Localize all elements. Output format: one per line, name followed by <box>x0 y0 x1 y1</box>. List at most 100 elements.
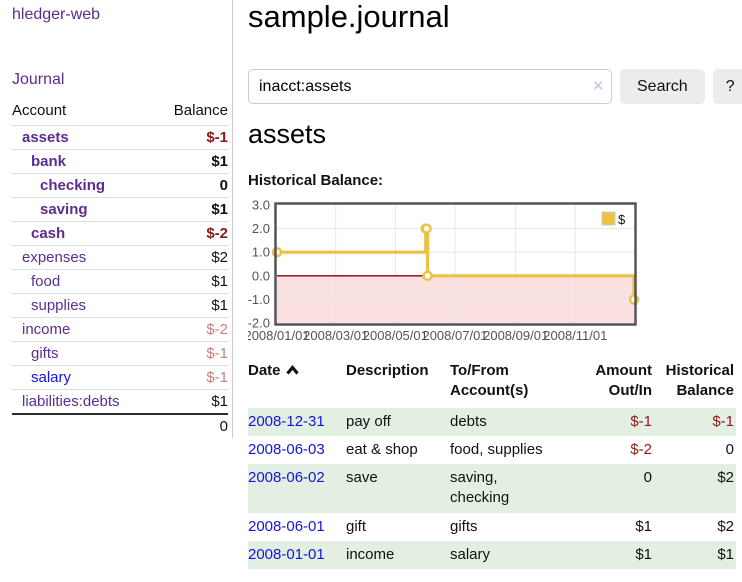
brand-link[interactable]: hledger-web <box>12 6 101 23</box>
data-point <box>628 294 640 305</box>
chart-title: Historical Balance: <box>248 172 384 189</box>
account-balance: $1 <box>211 153 228 170</box>
register-table: Date Description To/From Account(s) Amount Ou… <box>248 358 736 569</box>
account-balance: $1 <box>211 201 228 218</box>
account-row: saving $1 <box>12 197 228 222</box>
transaction-description: gift <box>346 517 367 535</box>
account-link-food[interactable]: food <box>31 273 61 290</box>
sidebar-accounts-table: Account Balance assets $-1 bank $1 checking 0… <box>12 97 228 438</box>
transaction-date-link[interactable]: 2008-06-01 <box>248 517 325 535</box>
accounts-header-row: Account Balance <box>12 97 228 126</box>
search-button[interactable]: Search <box>620 69 705 104</box>
table-row: 2008-06-03 eat & shop food, supplies $-2 0 <box>248 436 736 464</box>
account-balance: $-1 <box>206 369 228 386</box>
register-head: Date Description To/From Account(s) Amount Ou… <box>248 358 736 408</box>
account-row: bank $1 <box>12 149 228 174</box>
transaction-description: save <box>346 469 378 486</box>
table-row: 2008-06-02 save saving, checking 0 $2 <box>248 464 736 513</box>
search-box: × <box>248 69 612 104</box>
x-tick-label: 2008/03/01 <box>303 328 368 343</box>
transaction-date-link[interactable]: 2008-06-03 <box>248 440 325 458</box>
transaction-description: pay off <box>346 412 391 430</box>
search-form: × Search ? <box>248 69 742 104</box>
account-balance: $-2 <box>206 225 228 242</box>
account-link-bank[interactable]: bank <box>31 153 67 170</box>
data-point <box>271 246 283 258</box>
account-balance: 0 <box>219 177 228 194</box>
transaction-date-link[interactable]: 2008-06-02 <box>248 469 325 486</box>
account-balance: $1 <box>211 393 228 410</box>
x-tick-label: 2008/11/01 <box>543 328 607 343</box>
register-header-amount-out-in: Amount Out/In <box>595 362 652 400</box>
account-link-supplies[interactable]: supplies <box>31 297 87 314</box>
search-input[interactable] <box>248 69 612 104</box>
transaction-accounts: debts <box>450 412 487 430</box>
account-balance: $1 <box>211 297 228 314</box>
transaction-accounts: salary <box>450 545 491 563</box>
x-tick-label: 2008/07/01 <box>422 328 487 343</box>
transaction-balance: $-1 <box>712 412 734 430</box>
y-tick-label: 0.0 <box>252 268 270 283</box>
y-tick-label: -2.0 <box>248 316 270 331</box>
table-row: 2008-01-01 income salary $1 $1 <box>248 540 736 569</box>
main-content: sample.journal × Search ? assets Histori… <box>248 0 742 582</box>
transaction-balance: 0 <box>725 440 734 458</box>
account-row: expenses $2 <box>12 245 228 270</box>
account-row: food $1 <box>12 269 228 294</box>
register-header-date[interactable]: Date <box>248 358 346 408</box>
transaction-balance: $2 <box>717 517 734 535</box>
transaction-accounts: food, supplies <box>450 440 543 458</box>
account-link-income[interactable]: income <box>22 321 71 338</box>
clear-search-icon[interactable]: × <box>593 76 603 95</box>
transaction-accounts: gifts <box>450 517 478 535</box>
account-link-salary[interactable]: salary <box>31 369 72 386</box>
chart-border <box>274 202 637 326</box>
y-tick-label: 1.0 <box>252 245 270 260</box>
account-row: assets $-1 <box>12 125 228 150</box>
y-tick-label: 2.0 <box>252 221 270 236</box>
transaction-date-link[interactable]: 2008-01-01 <box>248 545 325 563</box>
transaction-amount: $-1 <box>630 412 652 430</box>
x-tick-label: 2008/09/01 <box>483 328 548 343</box>
account-row: liabilities:debts $1 <box>12 389 228 415</box>
register-header-historical-balance: Historical Balance <box>665 362 734 400</box>
account-link-checking[interactable]: checking <box>40 177 106 194</box>
transaction-amount: 0 <box>643 469 652 486</box>
transaction-accounts: saving, checking <box>450 469 510 507</box>
account-link-gifts[interactable]: gifts <box>31 345 59 362</box>
account-link-liabilities-debts[interactable]: liabilities:debts <box>22 393 120 410</box>
accounts-total-row: 0 <box>12 414 228 438</box>
transaction-description: income <box>346 545 395 563</box>
sort-ascending-icon <box>285 365 299 375</box>
account-link-expenses[interactable]: expenses <box>22 249 87 266</box>
x-tick-label: 2008/01/01 <box>248 328 310 343</box>
register-header-row: Date Description To/From Account(s) Amount Ou… <box>248 358 736 408</box>
account-balance: $-1 <box>206 345 228 362</box>
sidebar-accounts-body: assets $-1 bank $1 checking 0 saving $1 cash $-2 e… <box>12 125 228 415</box>
account-link-cash[interactable]: cash <box>31 225 66 242</box>
account-balance: $-1 <box>206 129 228 146</box>
account-row: gifts $-1 <box>12 341 228 366</box>
account-link-saving[interactable]: saving <box>40 201 88 218</box>
legend-swatch <box>601 211 616 226</box>
account-row: cash $-2 <box>12 221 228 246</box>
transaction-date-link[interactable]: 2008-12-31 <box>248 412 325 430</box>
account-row: salary $-1 <box>12 365 228 390</box>
x-tick-label: 2008/05/01 <box>363 328 428 343</box>
transaction-amount: $1 <box>635 517 652 535</box>
table-row: 2008-12-31 pay off debts $-1 $-1 <box>248 407 736 436</box>
y-tick-label: 3.0 <box>252 198 270 213</box>
table-row: 2008-06-01 gift gifts $1 $2 <box>248 513 736 541</box>
account-link-assets[interactable]: assets <box>22 129 69 146</box>
account-row: income $-2 <box>12 317 228 342</box>
account-row: supplies $1 <box>12 293 228 318</box>
transaction-balance: $2 <box>717 469 734 486</box>
transaction-amount: $-2 <box>630 440 652 458</box>
transaction-balance: $1 <box>717 545 734 563</box>
sidebar-item-journal[interactable]: Journal <box>12 71 65 88</box>
historical-balance-chart[interactable]: $3.0 2.0 1.0 0.0 -1.0 -2.02008/01/012008/03/0… <box>248 196 742 348</box>
account-balance: $-2 <box>206 321 228 338</box>
help-button[interactable]: ? <box>712 69 742 104</box>
accounts-total-value: 0 <box>219 418 228 435</box>
accounts-header-account: Account <box>12 102 67 119</box>
